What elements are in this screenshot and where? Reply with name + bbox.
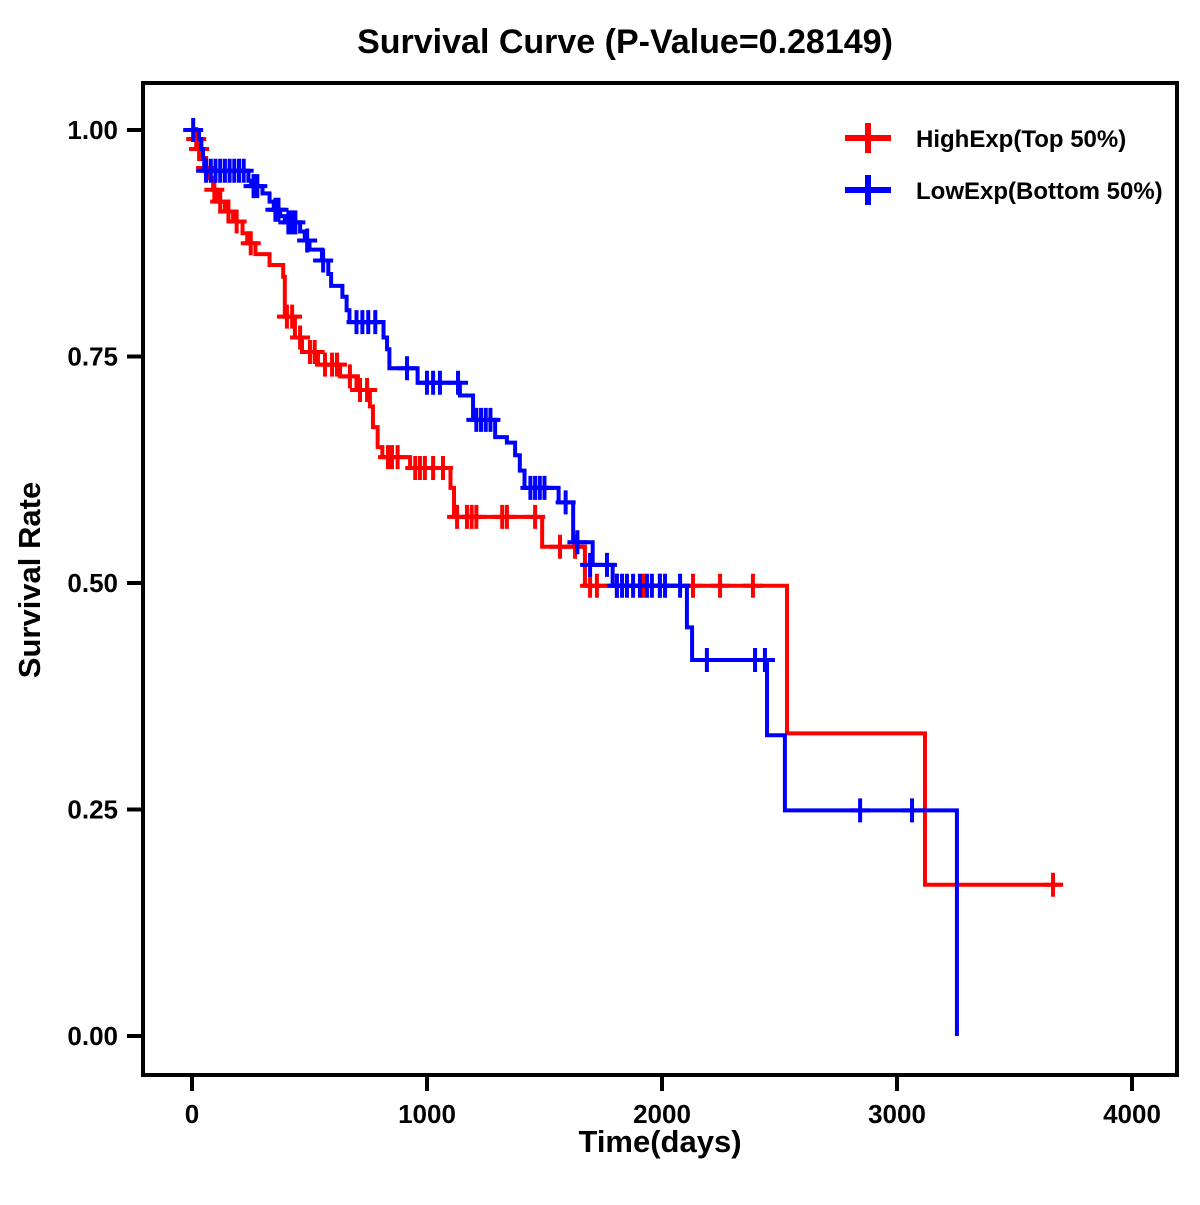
lowexp-censor-mark [670,573,691,598]
y-axis-label: Survival Rate [12,482,47,678]
highexp-censor-mark [742,573,763,598]
chart-title: Survival Curve (P-Value=0.28149) [357,23,893,61]
lowexp-censor-mark [480,407,501,432]
highexp-censor-mark [339,364,360,389]
lowexp-censor-mark [567,530,588,555]
y-tick-label: 0.50 [67,568,118,598]
y-tick-label: 0.25 [67,795,118,825]
lowexp-censor-mark [555,490,576,515]
highexp-censor-mark [466,504,487,529]
y-tick-label: 1.00 [67,115,118,145]
curve-highexp [186,127,1064,897]
lowexp-censor-mark [754,648,775,673]
highexp-censor-mark [304,339,325,364]
highexp-censor-mark [226,209,247,234]
highexp-censor-mark [290,325,311,350]
lowexp-censor-mark [534,475,555,500]
lowexp-censor-mark [448,370,469,395]
legend-label-lowexp: LowExp(Bottom 50%) [916,178,1163,205]
lowexp-censor-mark [580,552,601,577]
highexp-censor-mark [387,445,408,470]
lowexp-censor-mark [297,228,318,253]
lowexp-step-line [192,128,959,1036]
x-tick-label: 4000 [1103,1099,1161,1129]
highexp-censor-mark [525,504,546,529]
legend: HighExp(Top 50%) LowExp(Bottom 50%) [845,123,1163,205]
highexp-censor-mark [710,573,731,598]
lowexp-censor-mark [313,248,334,273]
highexp-censor-mark [586,573,607,598]
lowexp-censor-mark [365,310,386,335]
x-axis-label: Time(days) [578,1124,741,1159]
lowexp-censor-mark [247,174,268,199]
lowexp-censor-mark [597,552,618,577]
legend-label-highexp: HighExp(Top 50%) [916,126,1126,153]
x-tick-label: 1000 [398,1099,456,1129]
lowexp-censor-mark [850,798,871,823]
x-tick-label: 2000 [633,1099,691,1129]
lowexp-censor-mark [902,798,923,823]
series-curves [183,118,1064,1036]
lowexp-censor-mark [183,118,204,142]
lowexp-censor-mark [268,197,289,222]
highexp-censor-mark [326,352,347,377]
lowexp-censor-mark [429,370,450,395]
highexp-step-line [192,128,1062,887]
curve-lowexp [183,118,959,1036]
highexp-censor-mark [240,231,261,256]
lowexp-censor-mark [233,158,254,183]
lowexp-censor-mark [285,210,306,235]
legend-marker-highexp-icon [845,123,891,153]
lowexp-censor-mark [397,356,418,381]
highexp-censor-mark [282,304,303,329]
highexp-censor-mark [496,504,517,529]
x-tick-label: 0 [185,1099,199,1129]
x-axis: 0 1000 2000 3000 4000 [185,1075,1161,1129]
y-axis: 1.00 0.75 0.50 0.25 0.00 [67,115,143,1051]
legend-marker-lowexp-icon [845,175,891,205]
y-tick-label: 0.75 [67,342,118,372]
highexp-censor-mark [432,455,453,480]
highexp-censor-mark [357,378,378,403]
x-tick-label: 3000 [868,1099,926,1129]
highexp-censor-mark [1043,872,1064,897]
y-tick-label: 0.00 [67,1021,118,1051]
lowexp-censor-mark [696,648,717,673]
